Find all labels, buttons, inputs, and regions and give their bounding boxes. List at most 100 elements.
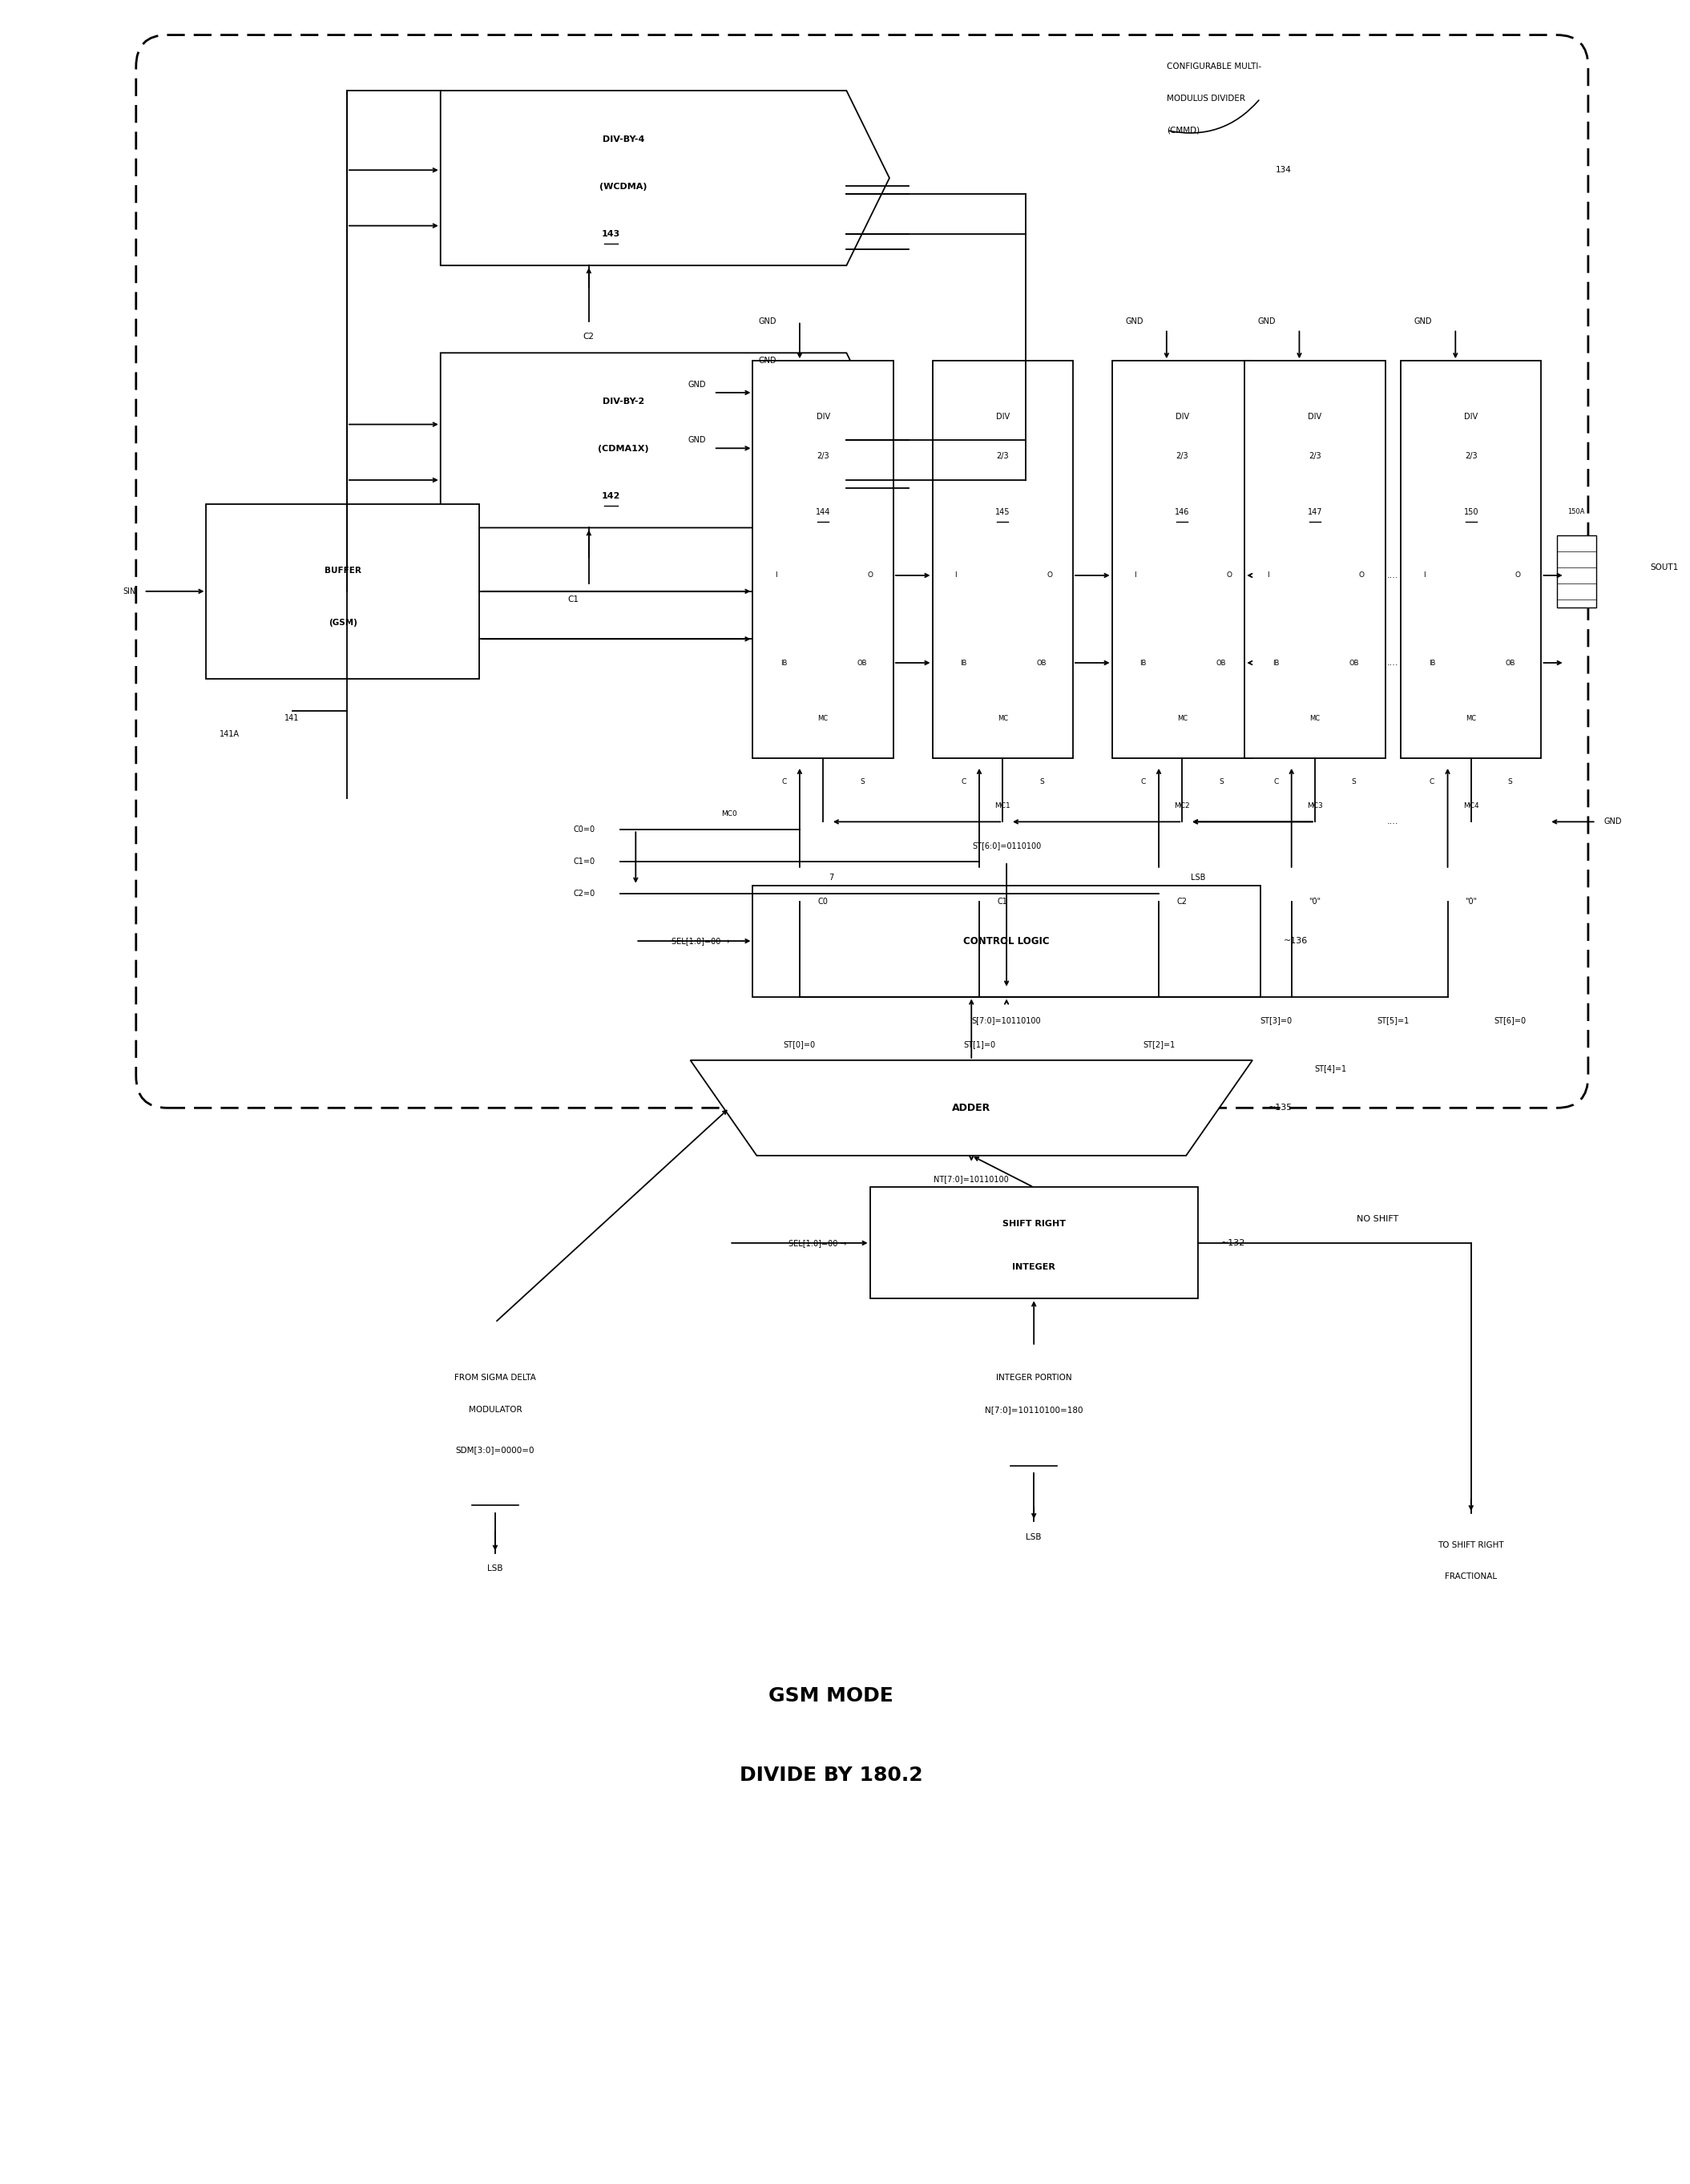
Text: C: C [781, 778, 786, 786]
Text: (CDMA1X): (CDMA1X) [598, 446, 649, 452]
Text: DIV: DIV [816, 413, 830, 422]
Text: ST[0]=0: ST[0]=0 [784, 1040, 816, 1048]
Text: SHIFT RIGHT: SHIFT RIGHT [1002, 1221, 1065, 1227]
Text: O: O [867, 572, 872, 579]
Text: ST[6:0]=0110100: ST[6:0]=0110100 [972, 841, 1041, 850]
Text: 2/3: 2/3 [1176, 452, 1188, 461]
Text: TO SHIFT RIGHT: TO SHIFT RIGHT [1438, 1542, 1504, 1548]
Text: MC: MC [1465, 714, 1477, 723]
Text: LSB: LSB [487, 1566, 504, 1572]
Text: ADDER: ADDER [951, 1103, 990, 1114]
Text: ST[6]=0: ST[6]=0 [1494, 1016, 1526, 1024]
Text: 150: 150 [1464, 509, 1479, 515]
Text: C: C [962, 778, 967, 786]
Text: 145: 145 [995, 509, 1011, 515]
Text: C2: C2 [583, 332, 595, 341]
Text: O: O [1516, 572, 1521, 579]
Text: MODULATOR: MODULATOR [468, 1406, 522, 1413]
Text: O: O [1359, 572, 1364, 579]
Text: ST[3]=0: ST[3]=0 [1259, 1016, 1291, 1024]
Text: I: I [955, 572, 957, 579]
Bar [1556, 535, 1595, 607]
Text: GND: GND [759, 317, 776, 325]
Text: C0=0: C0=0 [573, 826, 595, 834]
Text: ~135: ~135 [1268, 1103, 1293, 1112]
Text: 150A: 150A [1568, 509, 1585, 515]
Polygon shape [441, 354, 889, 529]
Text: C1: C1 [997, 898, 1007, 904]
Text: 2/3: 2/3 [816, 452, 830, 461]
Text: MC2: MC2 [1175, 802, 1190, 810]
Text: MC4: MC4 [1464, 802, 1479, 810]
Text: ....: .... [1387, 660, 1399, 666]
Text: 146: 146 [1175, 509, 1190, 515]
Bar [1112, 360, 1252, 758]
Text: MC: MC [818, 714, 828, 723]
Text: DIV: DIV [1175, 413, 1190, 422]
Text: "0": "0" [1308, 898, 1322, 904]
Bar [752, 885, 1261, 996]
Text: C1: C1 [568, 596, 580, 603]
Text: ~136: ~136 [1284, 937, 1308, 946]
Text: 142: 142 [602, 491, 620, 500]
Text: INTEGER: INTEGER [1012, 1265, 1056, 1271]
Text: C0: C0 [818, 898, 828, 904]
Text: 134: 134 [1276, 166, 1291, 175]
Text: CONTROL LOGIC: CONTROL LOGIC [963, 935, 1049, 946]
Text: GND: GND [1604, 817, 1622, 826]
Text: C: C [1430, 778, 1435, 786]
Text: ST[4]=1: ST[4]=1 [1315, 1064, 1347, 1072]
Text: C: C [1273, 778, 1278, 786]
Text: GND: GND [759, 356, 776, 365]
Text: IB: IB [781, 660, 788, 666]
Text: BUFFER: BUFFER [324, 566, 362, 574]
Text: MC: MC [1310, 714, 1320, 723]
Text: I: I [776, 572, 777, 579]
Text: GND: GND [688, 437, 706, 443]
Text: GND: GND [1126, 317, 1142, 325]
Text: (GSM): (GSM) [328, 618, 357, 627]
Text: I: I [1423, 572, 1425, 579]
Text: FRACTIONAL: FRACTIONAL [1445, 1572, 1497, 1581]
Text: ~132: ~132 [1222, 1238, 1246, 1247]
Text: OB: OB [857, 660, 867, 666]
Text: MC: MC [997, 714, 1007, 723]
Text: SEL[1:0]=00 →: SEL[1:0]=00 → [788, 1238, 847, 1247]
Text: DIV-BY-4: DIV-BY-4 [602, 135, 644, 144]
Text: C1=0: C1=0 [573, 858, 595, 865]
Text: IB: IB [1428, 660, 1435, 666]
Bar [206, 505, 480, 679]
Text: MC0: MC0 [722, 810, 737, 817]
Text: O: O [1227, 572, 1232, 579]
Text: S: S [1218, 778, 1224, 786]
Text: 7: 7 [828, 874, 833, 882]
Text: S: S [1039, 778, 1044, 786]
Text: 2/3: 2/3 [997, 452, 1009, 461]
Text: (CMMD): (CMMD) [1166, 127, 1200, 135]
Text: MODULUS DIVIDER: MODULUS DIVIDER [1166, 94, 1246, 103]
Text: MC3: MC3 [1306, 802, 1323, 810]
Text: LSB: LSB [1190, 874, 1205, 882]
Text: IB: IB [960, 660, 967, 666]
Polygon shape [441, 90, 889, 266]
Text: S: S [1507, 778, 1513, 786]
Text: I: I [1268, 572, 1269, 579]
Text: FROM SIGMA DELTA: FROM SIGMA DELTA [455, 1374, 536, 1382]
Bar [933, 360, 1073, 758]
Text: DIV: DIV [1308, 413, 1322, 422]
Text: NT[7:0]=10110100: NT[7:0]=10110100 [935, 1175, 1009, 1184]
Text: ST[5]=1: ST[5]=1 [1377, 1016, 1409, 1024]
Text: 2/3: 2/3 [1308, 452, 1322, 461]
Text: OB: OB [1036, 660, 1046, 666]
Text: 141: 141 [286, 714, 299, 723]
Text: S[7:0]=10110100: S[7:0]=10110100 [972, 1016, 1041, 1024]
Text: MC1: MC1 [995, 802, 1011, 810]
Text: GND: GND [1257, 317, 1276, 325]
Text: "0": "0" [1465, 898, 1477, 904]
Text: SDM[3:0]=0000=0: SDM[3:0]=0000=0 [456, 1446, 534, 1455]
Text: ST[1]=0: ST[1]=0 [963, 1040, 995, 1048]
Text: 2/3: 2/3 [1465, 452, 1477, 461]
Bar [752, 360, 894, 758]
Text: IB: IB [1139, 660, 1146, 666]
Text: S: S [1352, 778, 1357, 786]
